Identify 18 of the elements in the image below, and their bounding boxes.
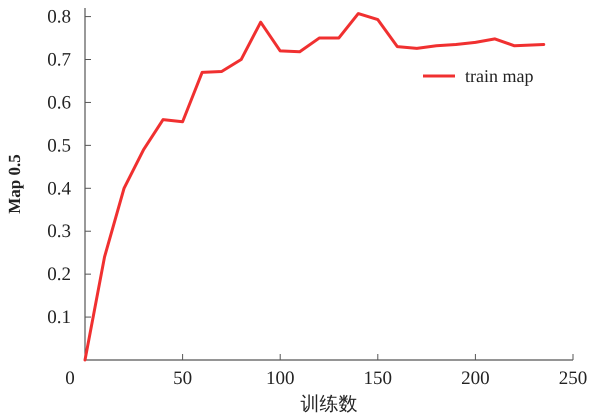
y-tick-label: 0.7 (47, 50, 71, 71)
x-tick-label: 250 (558, 368, 588, 389)
legend-label: train map (465, 66, 534, 86)
x-tick-label: 100 (266, 368, 294, 389)
y-tick-label: 0.2 (47, 264, 71, 286)
x-axis-title: 训练数 (300, 394, 358, 415)
x-tick-label: 0 (65, 368, 75, 389)
y-tick-label: 0.5 (47, 135, 71, 156)
y-tick-label: 0.4 (47, 178, 72, 200)
y-axis-title: Map 0.5 (5, 154, 24, 214)
x-tick-label: 50 (173, 368, 192, 389)
y-tick-label: 0.8 (47, 6, 71, 28)
y-tick-label: 0.3 (47, 221, 71, 242)
y-tick-label: 0.6 (47, 92, 71, 114)
x-tick-label: 150 (364, 368, 392, 389)
line-series (84, 12, 546, 362)
x-tick-label: 200 (461, 368, 490, 389)
y-tick-label: 0.1 (47, 307, 71, 328)
